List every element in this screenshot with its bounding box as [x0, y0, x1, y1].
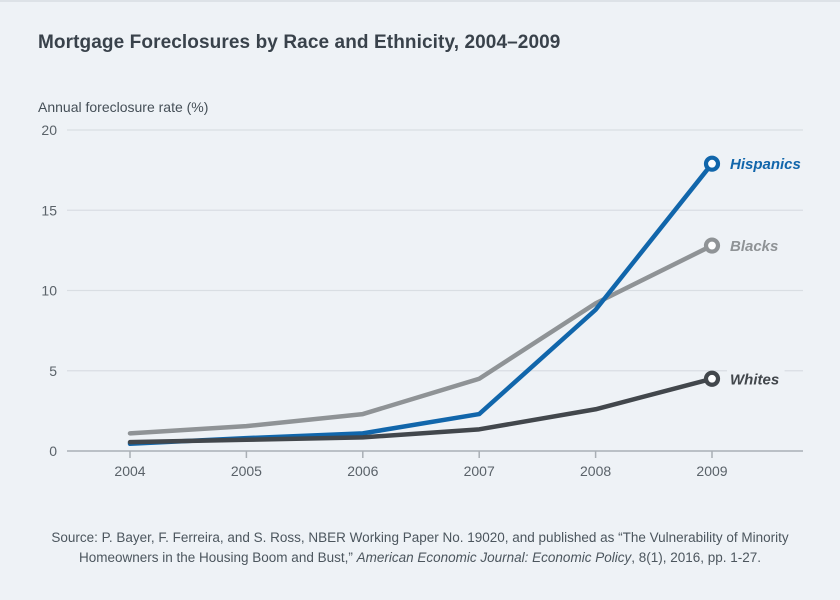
hispanics-label-bg — [727, 154, 811, 174]
x-tick-label-2007: 2007 — [464, 463, 495, 479]
y-tick-label-15: 15 — [41, 202, 57, 218]
y-axis-title: Annual foreclosure rate (%) — [38, 99, 209, 115]
blacks-label-bg — [727, 236, 785, 256]
whites-line — [127, 376, 715, 445]
hispanics-label: Hispanics — [730, 156, 801, 173]
blacks-label: Blacks — [730, 238, 778, 255]
whites-end-marker — [703, 370, 721, 387]
journal-title: American Economic Journal: Economic Poli… — [356, 550, 632, 565]
chart-title: Mortgage Foreclosures by Race and Ethnic… — [38, 32, 561, 53]
blacks-end-marker — [703, 237, 721, 254]
whites-label-bg — [727, 369, 785, 389]
foreclosure-line-chart: 0 5 10 15 20 2004 2005 2006 2007 2008 2009 Hispanic… — [41, 122, 811, 479]
x-tick-label-2004: 2004 — [114, 463, 145, 479]
whites-label: Whites — [730, 371, 779, 388]
x-tick-label-2006: 2006 — [347, 463, 378, 479]
blacks-line — [127, 243, 715, 436]
y-tick-label-5: 5 — [49, 363, 57, 379]
x-tick-label-2009: 2009 — [696, 463, 727, 479]
x-tick-label-2005: 2005 — [231, 463, 262, 479]
y-tick-label-10: 10 — [41, 283, 57, 299]
source-note-line2: Homeowners in the Housing Boom and Bust,… — [78, 550, 762, 565]
hispanics-end-marker — [703, 155, 721, 172]
source-note-line1: Source: P. Bayer, F. Ferreira, and S. Ro… — [51, 530, 789, 545]
y-tick-label-0: 0 — [49, 443, 57, 459]
y-tick-label-20: 20 — [41, 122, 57, 138]
source-note: Source: P. Bayer, F. Ferreira, and S. Ro… — [0, 528, 840, 568]
x-tick-label-2008: 2008 — [580, 463, 611, 479]
